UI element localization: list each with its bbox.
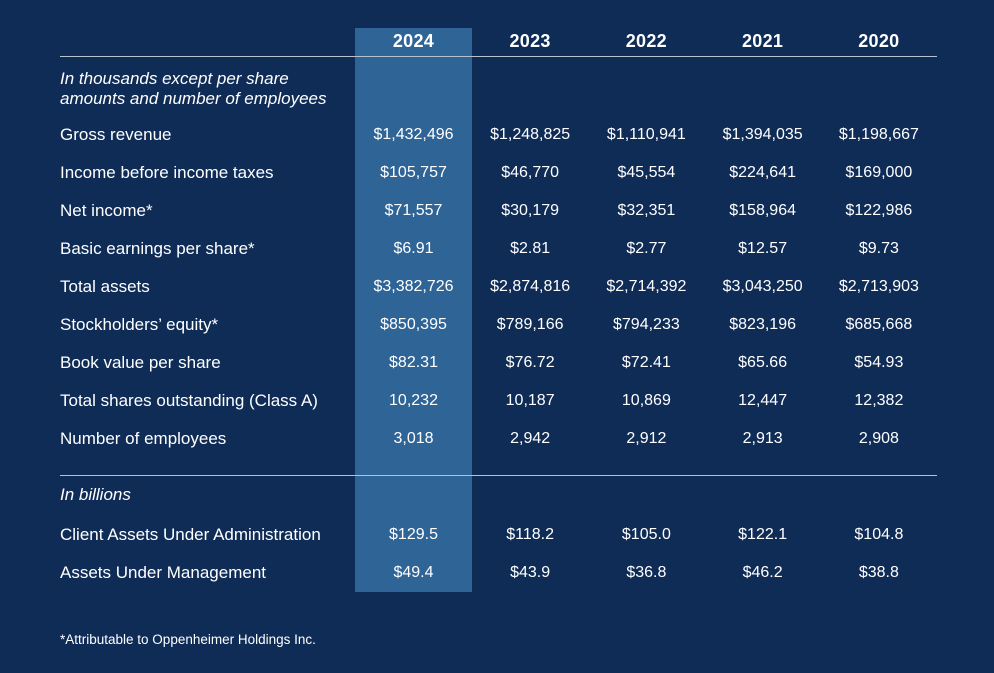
year-header-2022: 2022 — [625, 30, 667, 51]
unit-note-line2: amounts and number of employees — [60, 89, 327, 108]
row-label: Client Assets Under Administration — [60, 525, 321, 544]
value-2020: $9.73 — [858, 240, 899, 257]
table-row: Number of employees 3,018 2,942 2,912 2,913 2… — [60, 420, 937, 458]
value-2023: $2,874,816 — [490, 278, 571, 295]
value-2024: $6.91 — [393, 240, 434, 257]
value-2023: $118.2 — [506, 526, 554, 543]
value-2022: $45,554 — [617, 164, 676, 181]
billions-note-row: In billions — [60, 475, 937, 516]
highlight-2024-column — [355, 28, 472, 592]
value-2020: 2,908 — [858, 430, 899, 447]
row-label: Total shares outstanding (Class A) — [60, 391, 318, 410]
value-2020: $2,713,903 — [838, 278, 919, 295]
value-2020: $169,000 — [845, 164, 913, 181]
value-2020: $685,668 — [845, 316, 913, 333]
value-2022: 10,869 — [621, 392, 671, 409]
year-header-2023: 2023 — [509, 30, 551, 51]
header-label-spacer — [60, 42, 355, 43]
row-label: Income before income taxes — [60, 163, 274, 182]
section-spacer — [60, 458, 937, 475]
value-2021: 2,913 — [742, 430, 783, 447]
value-2022: $32,351 — [617, 202, 676, 219]
value-2022: $105.0 — [621, 526, 671, 543]
value-2020: 12,382 — [854, 392, 904, 409]
table-row: Assets Under Management $49.4 $43.9 $36.8 $4… — [60, 554, 937, 592]
value-2023: $2.81 — [510, 240, 551, 257]
value-2024: $82.31 — [389, 354, 438, 371]
value-2021: $224,641 — [729, 164, 796, 181]
unit-note: In thousands except per share amounts an… — [60, 57, 355, 116]
value-2022: $794,233 — [613, 316, 680, 333]
thousands-section: Gross revenue $1,432,496 $1,248,825 $1,110,… — [60, 116, 937, 458]
table-row: Gross revenue $1,432,496 $1,248,825 $1,110,… — [60, 116, 937, 154]
value-2023: $1,248,825 — [490, 126, 571, 143]
value-2022: $2,714,392 — [606, 278, 687, 295]
value-2020: $38.8 — [858, 564, 899, 581]
value-2024: $49.4 — [393, 564, 434, 581]
row-label: Number of employees — [60, 429, 227, 448]
row-label: Total assets — [60, 277, 150, 296]
value-2023: $76.72 — [505, 354, 555, 371]
table-row: Net income* $71,557 $30,179 $32,351 $158,964… — [60, 192, 937, 230]
billions-note: In billions — [60, 485, 131, 504]
financial-summary-table: 2024 2023 2022 2021 2020 In thousands ex… — [60, 28, 937, 592]
value-2023: $789,166 — [496, 316, 564, 333]
row-label: Assets Under Management — [60, 563, 266, 582]
value-2022: $72.41 — [621, 354, 671, 371]
value-2023: 10,187 — [505, 392, 555, 409]
unit-note-line1: In thousands except per share — [60, 69, 289, 88]
value-2024: $129.5 — [389, 526, 438, 543]
row-label: Stockholders’ equity* — [60, 315, 219, 334]
value-2021: $823,196 — [729, 316, 796, 333]
value-2022: 2,912 — [626, 430, 667, 447]
value-2021: $122.1 — [738, 526, 788, 543]
table-row: Total assets $3,382,726 $2,874,816 $2,714,3… — [60, 268, 937, 306]
footnote: *Attributable to Oppenheimer Holdings In… — [60, 632, 316, 647]
value-2020: $104.8 — [854, 526, 904, 543]
value-2020: $122,986 — [845, 202, 913, 219]
table-row: Book value per share $82.31 $76.72 $72.41 $6… — [60, 344, 937, 382]
row-label: Gross revenue — [60, 125, 172, 144]
value-2021: $1,394,035 — [722, 126, 803, 143]
value-2022: $2.77 — [626, 240, 667, 257]
value-2024: 10,232 — [389, 392, 438, 409]
value-2023: 2,942 — [510, 430, 551, 447]
value-2021: 12,447 — [738, 392, 788, 409]
year-header-2021: 2021 — [742, 30, 784, 51]
year-header-2024: 2024 — [392, 30, 435, 51]
value-2023: $30,179 — [501, 202, 560, 219]
table-row: Total shares outstanding (Class A) 10,232… — [60, 382, 937, 420]
table-row: Client Assets Under Administration $129.5… — [60, 516, 937, 554]
value-2024: $1,432,496 — [373, 126, 454, 143]
value-2024: $71,557 — [384, 202, 443, 219]
value-2020: $1,198,667 — [838, 126, 919, 143]
value-2021: $46.2 — [742, 564, 783, 581]
value-2021: $65.66 — [738, 354, 788, 371]
year-header-2020: 2020 — [858, 30, 900, 51]
billions-section: Client Assets Under Administration $129.5… — [60, 516, 937, 592]
value-2021: $158,964 — [729, 202, 796, 219]
row-label: Basic earnings per share* — [60, 239, 255, 258]
value-2023: $43.9 — [510, 564, 551, 581]
table-row: Basic earnings per share* $6.91 $2.81 $2.77… — [60, 230, 937, 268]
value-2022: $36.8 — [626, 564, 667, 581]
table-row: Income before income taxes $105,757 $46,77… — [60, 154, 937, 192]
value-2021: $3,043,250 — [722, 278, 803, 295]
value-2024: $3,382,726 — [373, 278, 454, 295]
table-row: Stockholders’ equity* $850,395 $789,166 $79… — [60, 306, 937, 344]
value-2022: $1,110,941 — [606, 126, 686, 143]
year-header-row: 2024 2023 2022 2021 2020 — [60, 28, 937, 57]
unit-note-row: In thousands except per share amounts an… — [60, 57, 937, 116]
row-label: Book value per share — [60, 353, 221, 372]
value-2024: $105,757 — [380, 164, 447, 181]
value-2021: $12.57 — [738, 240, 788, 257]
value-2024: 3,018 — [393, 430, 434, 447]
value-2020: $54.93 — [854, 354, 904, 371]
value-2023: $46,770 — [501, 164, 560, 181]
value-2024: $850,395 — [380, 316, 447, 333]
row-label: Net income* — [60, 201, 153, 220]
